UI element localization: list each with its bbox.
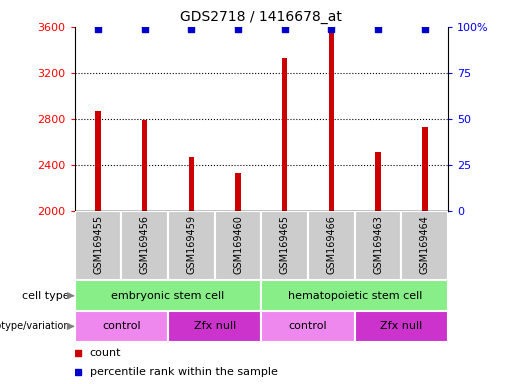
Bar: [261, 211, 308, 280]
Bar: [355, 311, 448, 342]
Text: GSM169459: GSM169459: [186, 215, 196, 274]
Text: count: count: [90, 348, 121, 358]
Bar: [75, 311, 168, 342]
Text: percentile rank within the sample: percentile rank within the sample: [90, 367, 278, 377]
Text: Zfx null: Zfx null: [380, 321, 422, 331]
Bar: [375, 152, 381, 211]
Bar: [95, 111, 101, 211]
Text: GSM169464: GSM169464: [420, 215, 430, 273]
Text: control: control: [289, 321, 328, 331]
Bar: [215, 211, 261, 280]
Bar: [422, 127, 427, 211]
Text: GSM169460: GSM169460: [233, 215, 243, 273]
Text: GSM169466: GSM169466: [327, 215, 336, 273]
Bar: [75, 211, 122, 280]
Bar: [308, 211, 355, 280]
Text: Zfx null: Zfx null: [194, 321, 236, 331]
Bar: [329, 29, 334, 211]
Bar: [142, 120, 147, 211]
Text: GSM169456: GSM169456: [140, 215, 150, 274]
Bar: [282, 58, 287, 211]
Text: embryonic stem cell: embryonic stem cell: [111, 291, 225, 301]
Bar: [401, 211, 448, 280]
Bar: [261, 311, 355, 342]
Text: hematopoietic stem cell: hematopoietic stem cell: [287, 291, 422, 301]
Bar: [168, 311, 261, 342]
Bar: [235, 173, 241, 211]
Bar: [355, 211, 401, 280]
Bar: [188, 157, 194, 211]
Bar: [261, 280, 448, 311]
Bar: [75, 280, 261, 311]
Text: cell type: cell type: [22, 291, 70, 301]
Title: GDS2718 / 1416678_at: GDS2718 / 1416678_at: [180, 10, 342, 25]
Text: GSM169463: GSM169463: [373, 215, 383, 273]
Bar: [122, 211, 168, 280]
Bar: [168, 211, 215, 280]
Text: GSM169455: GSM169455: [93, 215, 103, 274]
Text: GSM169465: GSM169465: [280, 215, 290, 274]
Text: genotype/variation: genotype/variation: [0, 321, 70, 331]
Text: control: control: [102, 321, 141, 331]
